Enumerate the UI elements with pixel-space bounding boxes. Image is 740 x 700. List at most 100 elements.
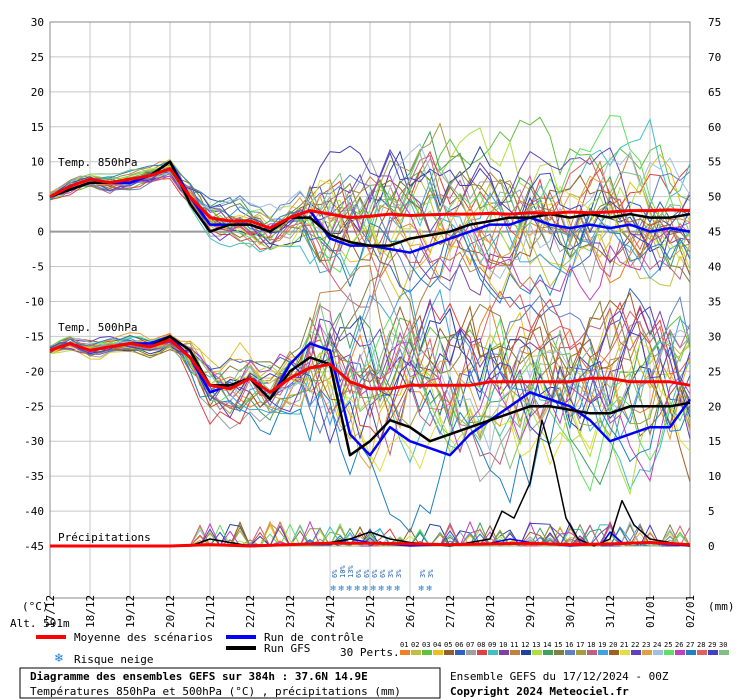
right-tick-label: 75	[708, 16, 721, 29]
ensemble-member-line	[49, 248, 691, 437]
series-precip_mean	[50, 541, 691, 548]
legend-gfs: Run GFS	[264, 642, 310, 655]
right-tick-label: 45	[708, 226, 721, 239]
member-number: 03	[422, 641, 430, 649]
series-precip_ctrl	[49, 531, 691, 547]
series-t850_gfs	[49, 160, 691, 247]
member-color-key: 01 02 03 04 05 06 07 08 09 10 11 12 13 14 15 16 17 18 19 20…	[400, 641, 729, 655]
left-tick-label: 15	[31, 121, 44, 134]
member-number: 22	[631, 641, 639, 649]
left-tick-label: 5	[37, 191, 44, 204]
right-tick-label: 15	[708, 435, 721, 448]
snowflake-icon: ❄	[378, 584, 385, 593]
snowflake-icon: ❄	[418, 584, 425, 593]
member-number: 19	[598, 641, 606, 649]
x-tick-label: 20/12	[164, 595, 177, 628]
snowflake-icon: ❄	[54, 651, 64, 665]
member-swatch	[653, 650, 663, 655]
member-number: 11	[510, 641, 518, 649]
member-swatch	[477, 650, 487, 655]
series-t500_mean	[49, 338, 691, 394]
left-tick-label: -15	[24, 330, 44, 343]
left-tick-label: -40	[24, 505, 44, 518]
member-number: 14	[543, 641, 551, 649]
snow-risk-markers: 6%❄10%❄13%❄6%❄6%❄6%❄6%❄3%❄3%❄3%❄3%❄	[330, 565, 435, 593]
x-tick-label: 02/01	[684, 595, 697, 628]
left-tick-label: 30	[31, 16, 44, 29]
member-number: 13	[532, 641, 540, 649]
snow-risk-pct: 6%	[371, 569, 379, 578]
member-swatch	[499, 650, 509, 655]
member-swatch	[444, 650, 454, 655]
ensemble-member-line	[49, 175, 691, 301]
snowflake-icon: ❄	[330, 584, 337, 593]
ensemble-member-line	[49, 277, 691, 483]
right-tick-label: 0	[708, 540, 715, 553]
snow-risk-pct: 6%	[379, 569, 387, 578]
left-tick-label: 20	[31, 86, 44, 99]
snow-risk-pct: 3%	[419, 569, 427, 578]
member-swatch	[543, 650, 553, 655]
member-number: 12	[521, 641, 529, 649]
right-tick-label: 30	[708, 330, 721, 343]
x-tick-label: 24/12	[324, 595, 337, 628]
x-tick-label: 28/12	[484, 595, 497, 628]
member-number: 20	[609, 641, 617, 649]
member-swatch	[609, 650, 619, 655]
member-swatch	[466, 650, 476, 655]
snowflake-icon: ❄	[426, 584, 433, 593]
snow-risk-pct: 3%	[395, 569, 403, 578]
member-number: 23	[642, 641, 650, 649]
member-number: 01	[400, 641, 408, 649]
member-swatch	[422, 650, 432, 655]
member-swatch	[631, 650, 641, 655]
panel-label-precip: Précipitations	[58, 531, 151, 544]
plot-frame	[49, 21, 691, 599]
x-tick-label: 25/12	[364, 595, 377, 628]
ensemble-member-line	[49, 304, 691, 466]
right-tick-label: 55	[708, 156, 721, 169]
legend-snow: Risque neige	[74, 653, 153, 666]
left-tick-label: -20	[24, 365, 44, 378]
member-swatch	[565, 650, 575, 655]
left-tick-label: -45	[24, 540, 44, 553]
ensemble-member-line	[49, 329, 691, 445]
member-number: 15	[554, 641, 562, 649]
snowflake-icon: ❄	[386, 584, 393, 593]
x-tick-label: 19/12	[124, 595, 137, 628]
ensemble-member-line	[49, 143, 691, 280]
right-tick-label: 25	[708, 365, 721, 378]
member-swatch	[455, 650, 465, 655]
x-tick-label: 26/12	[404, 595, 417, 628]
member-swatch	[510, 650, 520, 655]
ensemble-member-line	[49, 151, 691, 270]
x-tick-label: 29/12	[524, 595, 537, 628]
member-number: 16	[565, 641, 573, 649]
legend-mean: Moyenne des scénarios	[74, 631, 213, 644]
member-number: 02	[411, 641, 419, 649]
left-tick-label: -25	[24, 400, 44, 413]
right-tick-label: 5	[708, 505, 715, 518]
snowflake-icon: ❄	[346, 584, 353, 593]
member-swatch	[554, 650, 564, 655]
member-swatch	[598, 650, 608, 655]
member-swatch	[576, 650, 586, 655]
member-number: 26	[675, 641, 683, 649]
member-number: 28	[697, 641, 705, 649]
left-tick-label: 0	[37, 226, 44, 239]
snowflake-icon: ❄	[394, 584, 401, 593]
snowflake-icon: ❄	[354, 584, 361, 593]
member-swatch	[532, 650, 542, 655]
left-tick-label: 25	[31, 51, 44, 64]
right-tick-label: 60	[708, 121, 721, 134]
x-tick-label: 22/12	[244, 595, 257, 628]
member-swatch	[664, 650, 674, 655]
snow-risk-pct: 3%	[427, 569, 435, 578]
member-number: 08	[477, 641, 485, 649]
x-tick-label: 31/12	[604, 595, 617, 628]
member-number: 09	[488, 641, 496, 649]
left-tick-label: -35	[24, 470, 44, 483]
right-tick-label: 40	[708, 261, 721, 274]
